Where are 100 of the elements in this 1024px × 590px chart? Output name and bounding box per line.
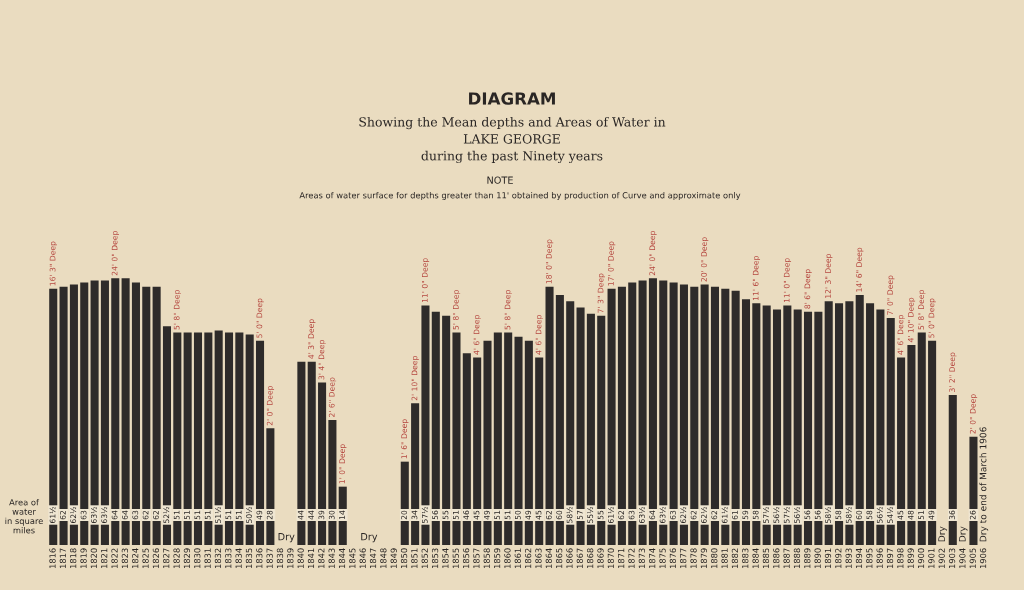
bar xyxy=(917,332,926,545)
x-tick-label: 1849 xyxy=(390,548,397,569)
x-tick-label: 1895 xyxy=(866,548,873,569)
x-tick-label: 1816 xyxy=(49,548,56,569)
bar xyxy=(49,288,58,545)
x-tick-label: 1881 xyxy=(721,548,728,569)
bar xyxy=(214,330,223,545)
bar xyxy=(524,340,533,545)
x-tick-label: 1887 xyxy=(783,548,790,569)
bar xyxy=(772,309,782,545)
x-tick-label: 1868 xyxy=(587,548,594,569)
bar xyxy=(297,361,306,545)
x-tick-label: 1902 xyxy=(938,548,945,569)
bar xyxy=(121,278,130,545)
x-tick-label: 1847 xyxy=(369,548,377,569)
bar xyxy=(100,280,109,545)
x-tick-label: 1899 xyxy=(907,548,914,569)
x-tick-label: 1856 xyxy=(462,548,470,569)
x-tick-label: 1880 xyxy=(711,548,718,569)
x-tick-label: 1863 xyxy=(535,548,542,569)
bar xyxy=(638,280,647,545)
x-tick-label: 1906 xyxy=(979,548,987,569)
x-tick-label: 1828 xyxy=(173,548,180,569)
x-tick-label: 1896 xyxy=(876,548,883,569)
x-tick-label: 1855 xyxy=(452,548,459,569)
bar xyxy=(928,340,937,545)
bar xyxy=(907,345,916,545)
bar xyxy=(256,340,265,545)
bar xyxy=(493,332,502,545)
x-tick-label: 1840 xyxy=(297,548,304,569)
bar xyxy=(514,336,523,545)
text: NOTE xyxy=(487,176,513,184)
x-tick-label: 1871 xyxy=(618,548,625,569)
bar xyxy=(803,311,813,545)
bar xyxy=(162,326,172,545)
x-tick-label: 1891 xyxy=(824,548,832,569)
x-tick-label: 1879 xyxy=(700,548,708,569)
x-tick-label: 1883 xyxy=(742,548,749,569)
bar xyxy=(90,280,99,545)
x-tick-label: 1897 xyxy=(886,548,894,569)
bar xyxy=(452,332,461,545)
bar xyxy=(741,299,751,545)
x-tick-label: 1893 xyxy=(845,548,852,569)
x-tick-label: 1839 xyxy=(287,548,294,569)
bar xyxy=(59,286,68,545)
bar xyxy=(421,305,430,545)
bar xyxy=(721,288,730,545)
bar xyxy=(411,403,420,545)
x-tick-label: 1905 xyxy=(969,548,976,569)
bar xyxy=(69,284,78,545)
x-tick-label: 1835 xyxy=(245,548,253,569)
bar xyxy=(824,301,833,545)
x-tick-label: 1827 xyxy=(163,548,170,569)
x-tick-label: 1889 xyxy=(804,548,811,569)
bar xyxy=(731,290,740,545)
bar xyxy=(607,288,616,545)
x-tick-label: 1833 xyxy=(225,548,232,569)
bar xyxy=(835,303,844,545)
bar xyxy=(866,303,875,545)
bar xyxy=(183,332,192,545)
bar xyxy=(545,286,554,545)
x-tick-label: 1844 xyxy=(338,548,346,569)
bar xyxy=(897,357,906,545)
bar xyxy=(566,301,575,545)
x-tick-label: 1870 xyxy=(607,548,614,569)
x-tick-label: 1818 xyxy=(70,548,77,569)
x-tick-label: 1873 xyxy=(638,548,646,569)
x-tick-label: 1821 xyxy=(101,548,108,569)
bar xyxy=(814,311,823,545)
bar xyxy=(948,395,957,545)
bar xyxy=(193,332,203,545)
bar xyxy=(690,286,699,545)
bar xyxy=(235,332,244,545)
bar xyxy=(876,309,885,545)
x-tick-label: 1859 xyxy=(493,548,501,569)
bar xyxy=(318,382,327,545)
annotation: Dry xyxy=(959,526,968,542)
bar xyxy=(504,332,513,545)
x-tick-label: 1867 xyxy=(576,548,583,569)
x-tick-label: 1886 xyxy=(773,548,780,569)
x-tick-label: 1892 xyxy=(835,548,842,569)
bar xyxy=(793,309,802,545)
x-tick-label: 1846 xyxy=(359,548,366,569)
x-tick-label: 1900 xyxy=(917,548,925,569)
x-tick-label: 1832 xyxy=(214,548,222,569)
annotation: Dry xyxy=(938,526,947,542)
bar xyxy=(845,301,854,545)
bar xyxy=(442,315,451,545)
bar xyxy=(483,340,492,545)
bar xyxy=(617,286,626,545)
chart-subtitle: Showing the Mean depths and Areas of Water in LAKE GEORGE during the past Ninety years xyxy=(359,116,666,164)
bar xyxy=(224,332,234,545)
x-tick-label: 1837 xyxy=(266,548,273,569)
bar xyxy=(669,282,678,545)
bar xyxy=(473,357,482,545)
bar xyxy=(152,286,161,545)
x-tick-label: 1822 xyxy=(111,548,118,569)
x-tick-label: 1874 xyxy=(649,548,656,569)
bar xyxy=(762,305,771,545)
x-tick-label: 1854 xyxy=(442,548,449,569)
